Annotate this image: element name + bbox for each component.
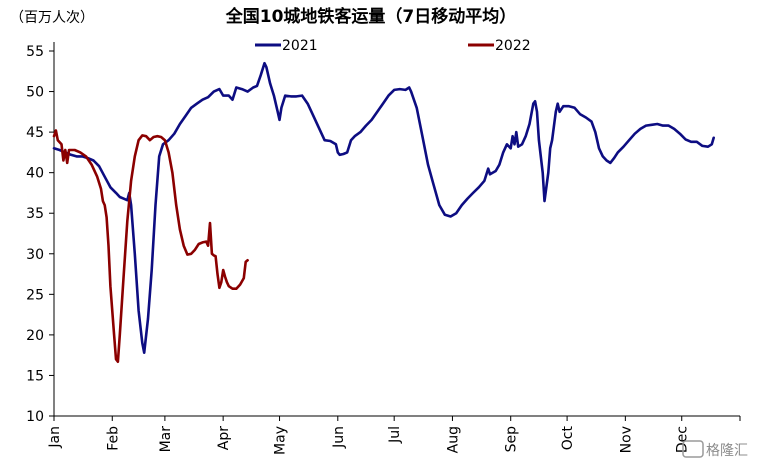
x-tick-label: Apr <box>216 426 232 450</box>
y-tick-label: 40 <box>26 166 44 182</box>
x-tick-label: Jun <box>331 426 347 449</box>
x-tick-label: Jul <box>387 426 403 444</box>
x-tick-label: Nov <box>618 426 634 453</box>
x-tick-label: Sep <box>504 426 520 453</box>
y-tick-label: 10 <box>26 409 44 425</box>
chart-title: 全国10城地铁客运量（7日移动平均） <box>225 6 517 27</box>
series-layer <box>52 61 715 363</box>
x-tick-label: Jan <box>47 426 63 449</box>
series-line-2022 <box>52 129 249 363</box>
y-axis-unit-label: （百万人次） <box>10 10 94 26</box>
watermark: 格隆汇 <box>682 440 748 459</box>
watermark-text: 格隆汇 <box>706 443 748 459</box>
x-tick-label: Feb <box>105 426 121 451</box>
y-tick-label: 55 <box>26 44 44 60</box>
y-tick-label: 45 <box>26 125 44 141</box>
y-tick-label: 30 <box>26 247 44 263</box>
x-tick-label: Aug <box>445 426 461 453</box>
y-tick-label: 15 <box>26 368 44 384</box>
y-tick-label: 20 <box>26 328 44 344</box>
legend: 2021 2022 <box>255 38 531 54</box>
y-axis-ticks: 10 15 20 25 30 35 40 45 50 55 <box>26 44 54 425</box>
legend-label-2022: 2022 <box>495 38 531 54</box>
watermark-logo-icon <box>682 440 704 458</box>
series-line-2021 <box>52 61 715 354</box>
x-tick-label: Oct <box>560 426 576 451</box>
y-tick-label: 50 <box>26 85 44 101</box>
x-tick-label: Mar <box>158 426 174 453</box>
x-tick-label: May <box>273 426 289 455</box>
y-tick-label: 35 <box>26 206 44 222</box>
x-tick-label: Dec <box>675 426 691 453</box>
x-axis-ticks: Jan Feb Mar Apr May Jun Jul Aug Sep Oct Nov Dec <box>47 416 741 455</box>
legend-label-2021: 2021 <box>282 38 318 54</box>
y-tick-label: 25 <box>26 287 44 303</box>
